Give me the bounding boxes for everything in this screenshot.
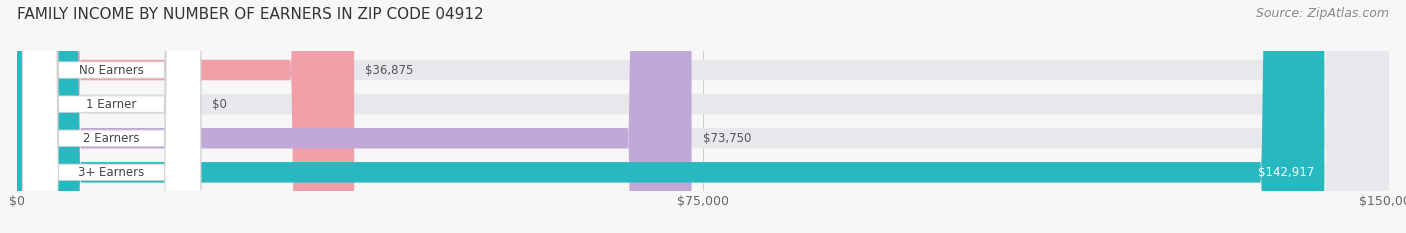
FancyBboxPatch shape xyxy=(17,0,1324,233)
FancyBboxPatch shape xyxy=(17,0,1389,233)
FancyBboxPatch shape xyxy=(17,0,1389,233)
Text: No Earners: No Earners xyxy=(79,64,143,76)
Text: $36,875: $36,875 xyxy=(366,64,413,76)
FancyBboxPatch shape xyxy=(22,0,201,233)
Text: $142,917: $142,917 xyxy=(1258,166,1315,179)
Text: $0: $0 xyxy=(212,98,226,111)
FancyBboxPatch shape xyxy=(17,0,46,233)
FancyBboxPatch shape xyxy=(17,0,692,233)
FancyBboxPatch shape xyxy=(22,0,201,233)
Text: 3+ Earners: 3+ Earners xyxy=(79,166,145,179)
Text: FAMILY INCOME BY NUMBER OF EARNERS IN ZIP CODE 04912: FAMILY INCOME BY NUMBER OF EARNERS IN ZI… xyxy=(17,7,484,22)
Text: 1 Earner: 1 Earner xyxy=(86,98,136,111)
FancyBboxPatch shape xyxy=(22,0,201,233)
Text: $73,750: $73,750 xyxy=(703,132,751,145)
Text: Source: ZipAtlas.com: Source: ZipAtlas.com xyxy=(1256,7,1389,20)
FancyBboxPatch shape xyxy=(22,0,201,233)
FancyBboxPatch shape xyxy=(17,0,1389,233)
FancyBboxPatch shape xyxy=(17,0,1389,233)
FancyBboxPatch shape xyxy=(17,0,354,233)
Text: 2 Earners: 2 Earners xyxy=(83,132,139,145)
